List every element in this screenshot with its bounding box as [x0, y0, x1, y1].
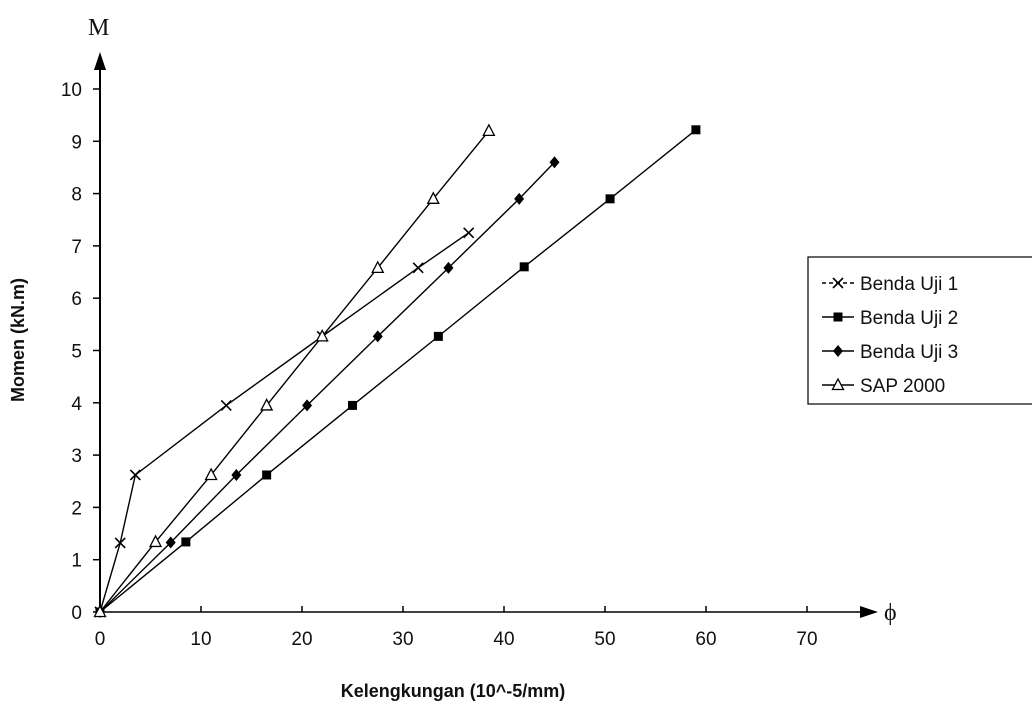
y-tick-label: 4	[71, 394, 82, 415]
data-point	[302, 399, 313, 412]
data-point	[204, 467, 218, 481]
data-point	[93, 604, 107, 618]
x-tick-label: 40	[493, 629, 514, 650]
x-axis-arrow-icon	[860, 606, 878, 618]
y-tick-label: 6	[71, 289, 82, 310]
y-tick-label: 2	[71, 498, 82, 519]
y-tick-label: 10	[61, 80, 82, 101]
data-point	[262, 470, 272, 480]
x-tick-label: 10	[190, 629, 211, 650]
data-point	[165, 536, 176, 549]
data-point	[433, 331, 443, 341]
legend-marker	[833, 312, 843, 322]
data-point	[148, 534, 163, 548]
y-tick-label: 1	[71, 551, 82, 572]
legend-item: Benda Uji 1	[822, 274, 958, 295]
data-point	[220, 399, 232, 411]
series-line	[99, 232, 470, 613]
x-ticks: 0 10 20 30 40 50 60 70	[95, 606, 818, 650]
y-tick-label: 5	[71, 342, 82, 363]
data-point	[412, 262, 424, 274]
data-point	[315, 328, 329, 342]
data-point	[348, 400, 357, 410]
data-point	[372, 330, 383, 343]
data-point	[426, 191, 440, 204]
y-tick-label: 3	[71, 446, 82, 467]
x-tick-label: 0	[95, 629, 106, 650]
y-tick-label: 7	[71, 237, 82, 258]
legend-box	[807, 256, 1032, 405]
data-point	[371, 260, 385, 274]
series-4	[93, 123, 496, 618]
legend-marker	[831, 377, 845, 391]
x-tick-label: 30	[392, 629, 413, 650]
legend-item: Benda Uji 2	[822, 308, 958, 329]
y-ticks: 0 1 2 3 4 5 6 7 8 9 10	[61, 80, 100, 624]
data-point	[691, 125, 701, 135]
series-3	[95, 156, 560, 618]
data-point	[231, 468, 242, 481]
data-point	[482, 123, 496, 136]
legend-label: Benda Uji 2	[860, 308, 958, 329]
legend-marker	[833, 345, 843, 357]
data-point	[463, 227, 475, 239]
data-point	[514, 192, 525, 205]
x-tick-label: 70	[796, 629, 817, 650]
legend-label: SAP 2000	[860, 376, 945, 397]
data-point	[549, 156, 560, 169]
legend-item: SAP 2000	[822, 376, 945, 397]
series-layer	[93, 123, 701, 618]
x-tick-label: 20	[291, 629, 312, 650]
data-point	[260, 398, 274, 411]
legend-label: Benda Uji 3	[860, 342, 958, 363]
legend-marker	[832, 277, 844, 289]
y-axis-arrow-icon	[94, 52, 106, 70]
series-line	[99, 161, 556, 613]
data-point	[443, 261, 454, 274]
axes: M ϕ	[88, 15, 897, 626]
series-line	[99, 130, 490, 613]
data-point	[605, 194, 615, 204]
x-tick-label: 60	[695, 629, 716, 650]
data-point	[519, 262, 529, 272]
legend-label: Benda Uji 1	[860, 274, 958, 295]
legend: Benda Uji 1 Benda Uji 2 Benda Uji 3 SAP 200…	[807, 256, 1032, 405]
series-line	[99, 129, 697, 613]
y-tick-label: 8	[71, 185, 82, 206]
data-point	[129, 469, 141, 481]
x-axis-letter: ϕ	[884, 600, 897, 626]
x-axis-title: Kelengkungan (10^-5/mm)	[341, 681, 566, 701]
x-tick-label: 50	[594, 629, 615, 650]
series-2	[95, 125, 701, 617]
series-1	[94, 227, 475, 618]
y-axis-letter: M	[88, 15, 109, 41]
legend-item: Benda Uji 3	[822, 342, 958, 363]
y-tick-label: 0	[71, 603, 82, 624]
y-axis-title: Momen (kN.m)	[8, 278, 28, 402]
y-tick-label: 9	[71, 132, 82, 153]
data-point	[114, 537, 126, 549]
data-point	[181, 537, 191, 547]
